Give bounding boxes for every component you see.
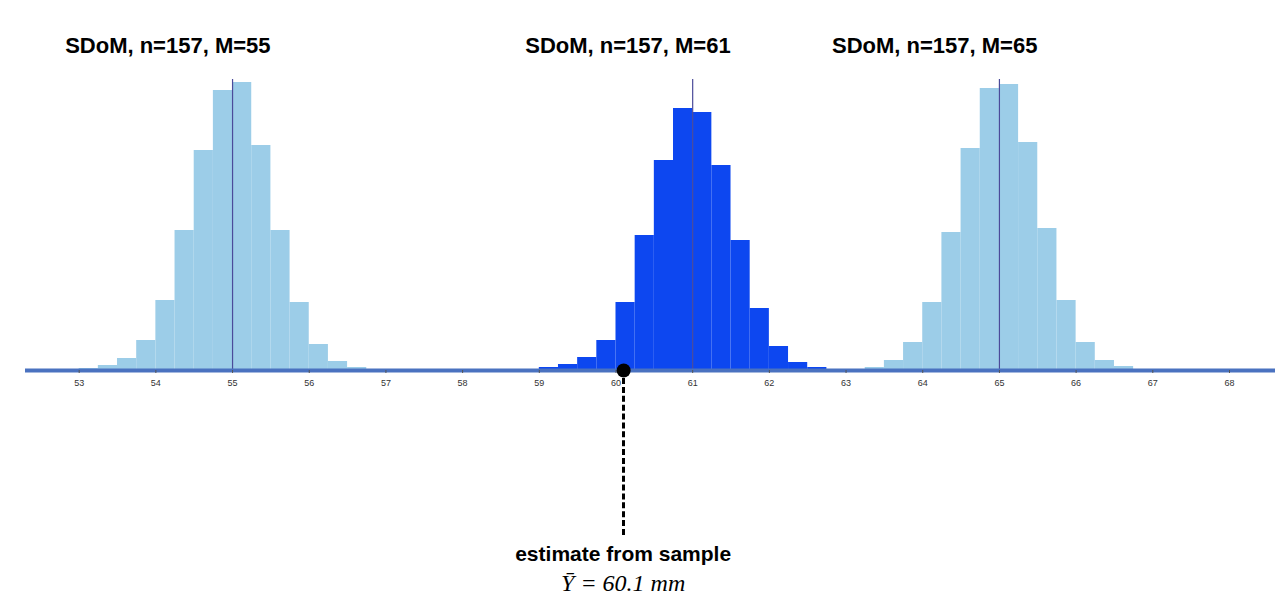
svg-text:SDoM, n=157, M=65: SDoM, n=157, M=65 [832,33,1037,58]
svg-text:55: 55 [228,378,238,388]
svg-text:SDoM, n=157, M=55: SDoM, n=157, M=55 [65,33,270,58]
html-text:estimate from sample: estimate from sample [515,542,732,565]
svg-text:53: 53 [74,378,84,388]
svg-text:54: 54 [151,378,161,388]
html-text:Ȳ = 60.1 mm: Ȳ = 60.1 mm [561,570,686,596]
svg-text:61: 61 [688,378,698,388]
svg-text:58: 58 [458,378,468,388]
svg-text:56: 56 [304,378,314,388]
svg-text:64: 64 [918,378,928,388]
svg-text:65: 65 [994,378,1004,388]
svg-text:57: 57 [381,378,391,388]
svg-text:SDoM, n=157, M=61: SDoM, n=157, M=61 [525,33,730,58]
svg-text:66: 66 [1071,378,1081,388]
svg-text:68: 68 [1224,378,1234,388]
svg-text:59: 59 [534,378,544,388]
svg-text:60: 60 [611,378,621,388]
svg-text:67: 67 [1148,378,1158,388]
svg-text:63: 63 [841,378,851,388]
svg-text:62: 62 [764,378,774,388]
